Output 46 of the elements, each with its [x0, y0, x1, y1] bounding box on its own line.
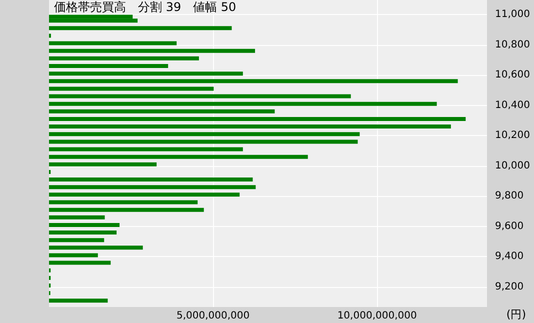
y-tick-label: 9,800 — [495, 190, 524, 202]
bar — [49, 48, 256, 53]
y-tick-label: 9,200 — [495, 282, 524, 293]
bar — [49, 64, 168, 68]
bar — [49, 79, 458, 84]
bar — [49, 178, 253, 182]
bar — [49, 238, 104, 242]
bar — [49, 154, 308, 159]
x-tick-label: 5,000,000,000 — [176, 310, 250, 322]
bar — [49, 298, 108, 303]
bar — [49, 147, 243, 152]
bar — [49, 230, 117, 235]
bar — [49, 26, 232, 30]
y-tick-label: 10,200 — [495, 130, 530, 142]
y-tick-label: 9,600 — [495, 220, 524, 232]
bar — [49, 140, 358, 144]
bar — [49, 192, 240, 197]
bar — [49, 185, 256, 190]
bar — [49, 124, 451, 129]
bar — [49, 162, 157, 166]
bar — [49, 253, 98, 258]
bar — [49, 86, 214, 91]
y-tick-label: 11,000 — [495, 9, 530, 20]
bar — [49, 222, 120, 227]
bar — [49, 94, 351, 98]
bar — [49, 132, 360, 136]
y-tick-label: 9,400 — [495, 251, 524, 262]
y-tick-label: 10,000 — [495, 160, 530, 172]
bar — [49, 41, 177, 46]
bar — [49, 116, 466, 121]
bar — [49, 18, 138, 23]
bar — [49, 260, 111, 265]
bar — [49, 56, 199, 60]
y-tick-label: 10,400 — [495, 100, 530, 111]
y-tick-label: 10,600 — [495, 70, 530, 81]
bar — [49, 200, 198, 204]
bar — [49, 72, 243, 76]
bar — [49, 109, 275, 114]
text: (円) — [506, 308, 526, 321]
bar — [49, 246, 143, 250]
x-tick-label: 10,000,000,000 — [337, 310, 417, 322]
y-tick-label: 10,800 — [495, 39, 530, 50]
chart-title: 価格帯売買高 分割 39 値幅 50 — [54, 0, 236, 14]
bar — [49, 102, 437, 106]
bar — [49, 215, 105, 220]
bar — [49, 208, 204, 212]
